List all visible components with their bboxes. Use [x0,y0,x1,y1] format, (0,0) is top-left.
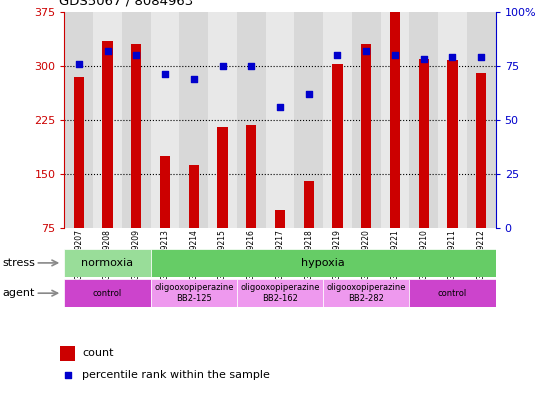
Point [362,48,371,54]
Bar [64,12,93,228]
Text: control: control [438,289,467,298]
Bar [64,279,151,307]
Text: percentile rank within the sample: percentile rank within the sample [82,370,270,380]
Bar [60,346,75,361]
Point [276,104,284,110]
Point [132,52,141,58]
Text: normoxia: normoxia [81,258,134,268]
Bar [467,12,496,228]
Bar [323,279,409,307]
Text: oligooxopiperazine
BB2-125: oligooxopiperazine BB2-125 [154,283,234,303]
Bar [476,73,486,228]
Point [477,54,486,60]
Text: agent: agent [3,288,35,298]
Bar [237,279,323,307]
Bar [217,127,227,228]
Text: count: count [82,348,114,358]
Bar [381,12,409,228]
Point [189,75,198,82]
Point [161,71,170,77]
Bar [189,165,199,228]
Bar [179,12,208,228]
Bar [333,64,343,228]
Text: stress: stress [3,258,36,268]
Bar [275,210,285,228]
Bar [265,12,295,228]
Bar [409,12,438,228]
Bar [304,181,314,228]
Point [390,52,399,58]
Bar [295,12,323,228]
Bar [151,249,496,277]
Bar [361,44,371,228]
Point [103,48,112,54]
Point [419,56,428,62]
Bar [390,8,400,228]
Bar [208,12,237,228]
Point [448,54,457,60]
Bar [438,12,467,228]
Bar [93,12,122,228]
Bar [246,125,256,228]
Bar [419,59,429,228]
Bar [102,40,113,228]
Text: GDS5067 / 8084963: GDS5067 / 8084963 [59,0,193,8]
Text: control: control [93,289,122,298]
Bar [151,12,179,228]
Point [218,62,227,69]
Bar [447,60,458,228]
Text: oligooxopiperazine
BB2-162: oligooxopiperazine BB2-162 [240,283,320,303]
Bar [131,44,141,228]
Point [63,372,72,378]
Bar [151,279,237,307]
Bar [409,279,496,307]
Bar [122,12,151,228]
Bar [64,249,151,277]
Point [247,62,256,69]
Bar [74,77,84,228]
Point [304,91,313,97]
Point [333,52,342,58]
Bar [323,12,352,228]
Text: oligooxopiperazine
BB2-282: oligooxopiperazine BB2-282 [326,283,406,303]
Bar [352,12,381,228]
Point [74,61,83,67]
Bar [237,12,265,228]
Text: hypoxia: hypoxia [301,258,345,268]
Bar [160,156,170,228]
